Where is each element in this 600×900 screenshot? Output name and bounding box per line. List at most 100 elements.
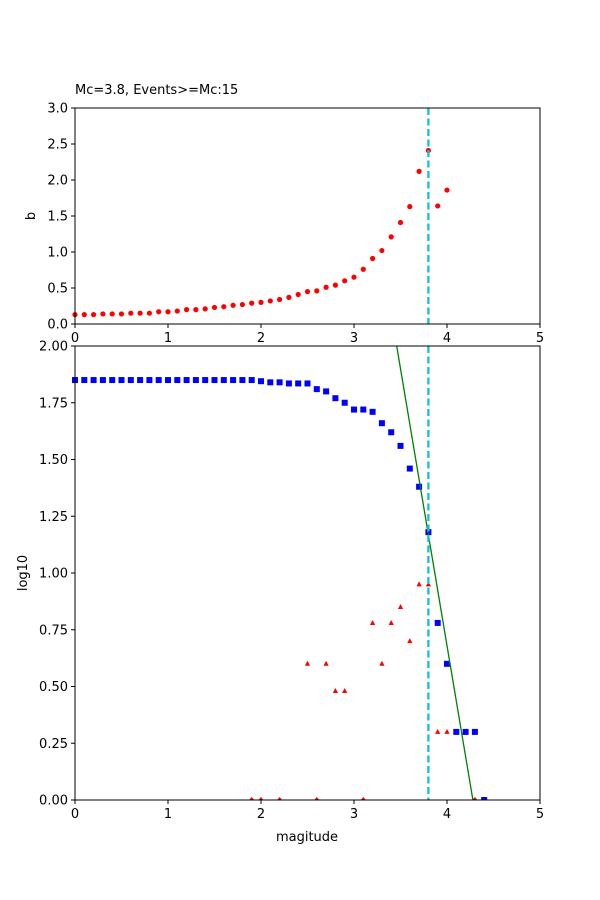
data-point [155, 377, 162, 384]
data-point [249, 300, 255, 306]
data-point [295, 291, 301, 298]
y-tick-label: 0.75 [39, 623, 68, 638]
data-point [81, 312, 87, 318]
data-point [444, 187, 450, 193]
data-point [174, 377, 181, 384]
data-point [248, 377, 255, 384]
data-point [258, 378, 264, 385]
data-point [91, 312, 97, 318]
data-point [323, 388, 330, 395]
data-point [444, 728, 450, 734]
x-tick-label: 5 [536, 807, 544, 822]
data-point [221, 304, 227, 310]
bottom-x-axis-label: magitude [276, 830, 338, 845]
data-point [184, 307, 190, 313]
data-point [137, 310, 143, 316]
data-point [165, 377, 171, 384]
data-point [370, 255, 376, 262]
y-tick-label: 2.0 [47, 174, 68, 189]
data-point [109, 377, 116, 384]
data-point [360, 797, 366, 800]
data-point [192, 377, 199, 384]
data-point [118, 311, 125, 317]
y-tick-label: 1.75 [39, 396, 68, 411]
data-point [481, 797, 488, 800]
x-tick-label: 2 [257, 331, 265, 346]
data-point [397, 442, 404, 449]
y-tick-label: 0.0 [47, 318, 68, 333]
bottom-axes: 0 1 2 3 4 5 0.00 0.25 0.50 0.75 1.00 1.25 1.50 1.75 2.… [39, 340, 544, 823]
data-point [342, 688, 348, 694]
data-point [277, 797, 283, 800]
data-point [453, 728, 460, 735]
data-point [239, 377, 246, 384]
data-point [332, 395, 339, 402]
data-point [202, 306, 208, 312]
y-tick-label: 0.25 [39, 737, 68, 752]
data-point [165, 309, 171, 315]
data-point [370, 619, 376, 625]
data-point [193, 307, 199, 313]
x-tick-label: 2 [257, 807, 265, 822]
data-point [295, 380, 302, 387]
plot-area [72, 108, 450, 324]
data-point [230, 302, 236, 308]
data-point [341, 399, 348, 406]
data-point [211, 377, 218, 384]
y-tick-label: 2.5 [47, 138, 68, 153]
data-point [435, 728, 441, 734]
data-point [90, 377, 97, 384]
x-tick-label: 4 [443, 331, 451, 346]
data-point [267, 379, 274, 386]
data-point [388, 234, 394, 240]
x-tick-label: 5 [536, 331, 544, 346]
data-point [472, 797, 478, 800]
data-point [416, 168, 422, 174]
y-tick-label: 0.5 [47, 282, 68, 297]
y-tick-label: 1.0 [47, 246, 68, 261]
fit-line [396, 345, 474, 801]
plot-area [72, 345, 488, 801]
data-point [128, 310, 134, 316]
data-point [332, 688, 338, 694]
data-point [360, 406, 367, 413]
x-tick-label: 0 [71, 331, 79, 346]
top-axes: 0 1 2 3 4 5 0.0 0.5 1.0 1.5 2.0 2.5 3.0 [47, 102, 544, 347]
data-point [313, 386, 320, 393]
y-tick-label: 0.00 [39, 794, 68, 809]
data-point [323, 284, 329, 290]
axes-frame [74, 345, 541, 801]
data-point [434, 619, 441, 626]
y-tick-label: 1.5 [47, 210, 68, 225]
data-point [109, 311, 115, 317]
data-point [435, 203, 441, 209]
top-chart-title: Mc=3.8, Events>=Mc:15 [75, 83, 238, 98]
data-point [258, 299, 264, 305]
data-point [388, 429, 395, 436]
data-point [211, 304, 218, 311]
data-point [99, 377, 106, 384]
data-point [277, 296, 283, 303]
x-tick-label: 1 [164, 331, 172, 346]
data-point [202, 377, 209, 384]
bottom-y-axis-label: log10 [16, 555, 31, 591]
data-point [127, 377, 134, 384]
y-tick-label: 0.50 [39, 680, 68, 695]
x-tick-label: 4 [443, 807, 451, 822]
data-point [81, 377, 88, 384]
data-point [314, 797, 320, 800]
x-tick-label: 3 [350, 807, 358, 822]
y-tick-label: 1.50 [39, 453, 68, 468]
data-point [332, 282, 338, 288]
data-point [249, 797, 255, 800]
y-tick-label: 3.0 [47, 102, 68, 117]
y-tick-label: 2.00 [39, 340, 68, 355]
data-point [360, 266, 366, 272]
data-point [220, 377, 227, 384]
data-point [304, 660, 311, 666]
data-point [314, 288, 320, 294]
data-point [146, 377, 153, 384]
data-point [285, 380, 292, 387]
data-point [100, 311, 106, 317]
x-tick-label: 3 [350, 331, 358, 346]
